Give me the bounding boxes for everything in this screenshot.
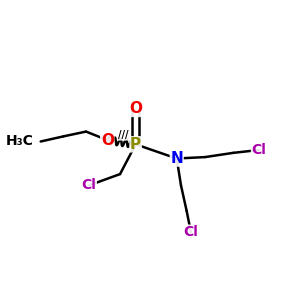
Text: ///: /// [118, 130, 128, 140]
Text: O: O [101, 133, 114, 148]
Text: Cl: Cl [184, 225, 198, 239]
Text: Cl: Cl [251, 143, 266, 157]
Text: H₃C: H₃C [6, 134, 34, 148]
Text: N: N [170, 151, 183, 166]
Text: Cl: Cl [81, 178, 96, 192]
Text: P: P [130, 137, 141, 152]
Text: O: O [129, 101, 142, 116]
